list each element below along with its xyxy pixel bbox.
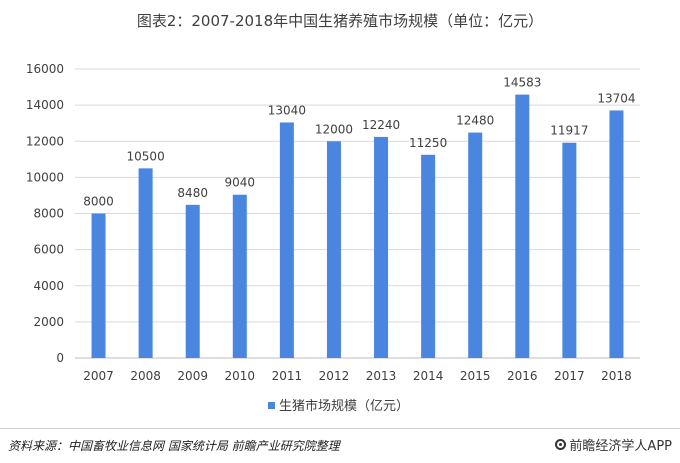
bar bbox=[326, 141, 341, 358]
bar bbox=[515, 94, 530, 359]
data-label: 10500 bbox=[127, 149, 165, 163]
bar bbox=[138, 168, 153, 358]
bar bbox=[232, 194, 247, 358]
chart-title: 图表2：2007-2018年中国生猪养殖市场规模（单位：亿元） bbox=[137, 12, 543, 30]
data-label: 13040 bbox=[268, 103, 306, 117]
data-label: 8000 bbox=[83, 195, 114, 209]
bar bbox=[374, 136, 389, 358]
bar bbox=[91, 213, 106, 358]
data-labels: 8000 10500 8480 9040 13040 12000 12240 11250 124… bbox=[83, 76, 635, 209]
y-tick-label: 6000 bbox=[33, 243, 64, 257]
y-tick-label: 14000 bbox=[26, 98, 64, 112]
y-tick-label: 12000 bbox=[26, 134, 64, 148]
y-tick-label: 4000 bbox=[33, 279, 64, 293]
bar bbox=[279, 122, 294, 358]
x-tick-label: 2017 bbox=[554, 369, 585, 383]
x-tick-label: 2012 bbox=[319, 369, 350, 383]
source-note: 资料来源：中国畜牧业信息网 国家统计局 前瞻产业研究院整理 bbox=[8, 439, 340, 453]
x-tick-label: 2018 bbox=[601, 369, 632, 383]
grid bbox=[75, 68, 640, 359]
y-tick-label: 16000 bbox=[26, 62, 64, 76]
bar bbox=[468, 132, 483, 358]
x-tick-label: 2015 bbox=[460, 369, 491, 383]
data-label: 11250 bbox=[409, 136, 447, 150]
y-axis-ticks: 0 2000 4000 6000 8000 10000 12000 14000 16000 bbox=[26, 62, 64, 365]
brand-label: 前瞻经济学人APP bbox=[569, 439, 672, 454]
legend-swatch bbox=[268, 402, 275, 409]
data-label: 14583 bbox=[503, 76, 541, 90]
chart: 图表2：2007-2018年中国生猪养殖市场规模（单位：亿元） 0 2000 400… bbox=[26, 12, 640, 414]
bar bbox=[609, 110, 624, 358]
data-label: 9040 bbox=[225, 176, 256, 190]
data-label: 12480 bbox=[456, 114, 494, 128]
y-tick-label: 0 bbox=[56, 351, 64, 365]
data-label: 13704 bbox=[597, 91, 635, 105]
x-tick-label: 2011 bbox=[272, 369, 303, 383]
x-tick-label: 2010 bbox=[225, 369, 256, 383]
legend: 生猪市场规模（亿元） bbox=[268, 398, 409, 414]
x-tick-label: 2014 bbox=[413, 369, 444, 383]
x-tick-label: 2008 bbox=[130, 369, 161, 383]
data-label: 12000 bbox=[315, 122, 353, 136]
brand: 前瞻经济学人APP bbox=[555, 435, 672, 454]
y-tick-label: 2000 bbox=[33, 315, 64, 329]
data-label: 8480 bbox=[177, 186, 208, 200]
x-axis-ticks: 2007 2008 2009 2010 2011 2012 2013 2014 2015 2016… bbox=[83, 369, 631, 383]
data-label: 11917 bbox=[550, 124, 588, 138]
bar bbox=[185, 204, 200, 358]
footer: 资料来源：中国畜牧业信息网 国家统计局 前瞻产业研究院整理 前瞻经济学人APP bbox=[0, 428, 680, 463]
bar bbox=[421, 154, 436, 358]
bar bbox=[562, 142, 577, 358]
y-tick-label: 8000 bbox=[33, 207, 64, 221]
x-tick-label: 2009 bbox=[177, 369, 208, 383]
data-label: 12240 bbox=[362, 118, 400, 132]
x-tick-label: 2016 bbox=[507, 369, 538, 383]
x-tick-label: 2013 bbox=[366, 369, 397, 383]
qianzhan-logo-icon bbox=[555, 439, 567, 450]
x-tick-label: 2007 bbox=[83, 369, 114, 383]
legend-label: 生猪市场规模（亿元） bbox=[279, 398, 409, 414]
y-tick-label: 10000 bbox=[26, 170, 64, 184]
bars bbox=[91, 94, 624, 359]
